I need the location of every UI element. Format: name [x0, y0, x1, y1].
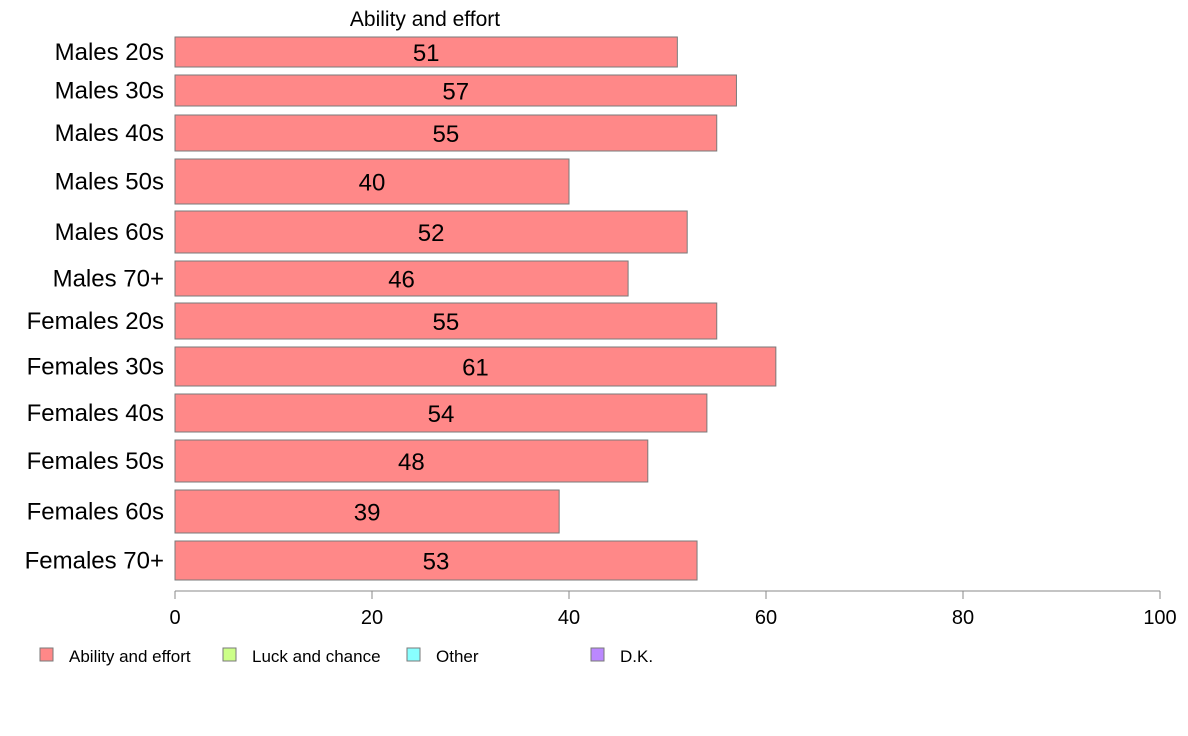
category-label: Females 60s [27, 499, 164, 526]
x-axis: 0 20 40 60 80 100 [169, 590, 1177, 629]
legend-swatch [590, 647, 605, 662]
data-label: 40 [359, 170, 386, 197]
bar-females-30s [174, 346, 777, 387]
bar-males-30s [174, 74, 737, 107]
x-tick-label: 40 [558, 607, 580, 629]
category-label: Males 20s [55, 39, 164, 66]
data-label: 57 [442, 79, 469, 106]
bar-females-40s [174, 393, 708, 433]
bar-males-20s [174, 36, 678, 68]
category-label: Females 50s [27, 448, 164, 475]
category-label: Females 70+ [25, 548, 164, 575]
data-label: 48 [398, 449, 425, 476]
legend: Ability and effort Luck and chance Other D.… [39, 647, 653, 666]
category-label: Females 30s [27, 354, 164, 381]
x-tick-label: 0 [169, 607, 180, 629]
legend-swatch [222, 647, 237, 662]
data-label: 46 [388, 267, 415, 294]
category-label: Males 70+ [53, 266, 164, 293]
x-tick-label: 80 [952, 607, 974, 629]
bar-males-50s [174, 158, 570, 205]
data-label: 52 [418, 220, 445, 247]
x-tick-label: 100 [1143, 607, 1176, 629]
data-label: 55 [433, 309, 460, 336]
category-label: Females 40s [27, 400, 164, 427]
bar-females-60s [174, 489, 560, 534]
data-label: 61 [462, 355, 489, 382]
legend-label: Luck and chance [252, 647, 381, 666]
bar-females-70 [174, 540, 698, 581]
data-label: 55 [433, 121, 460, 148]
data-label: 53 [423, 549, 450, 576]
legend-label: Other [436, 647, 479, 666]
bars-layer: Males 20s 51 Males 30s 57 Males 40s 55 Males 5… [25, 36, 777, 581]
legend-label: D.K. [620, 647, 653, 666]
data-label: 51 [413, 40, 440, 67]
legend-swatch [39, 647, 54, 662]
legend-swatch [406, 647, 421, 662]
bar-females-50s [174, 439, 649, 483]
category-label: Males 50s [55, 169, 164, 196]
x-tick-label: 60 [755, 607, 777, 629]
category-label: Males 60s [55, 219, 164, 246]
data-label: 39 [354, 500, 381, 527]
chart-title: Ability and effort [350, 8, 500, 31]
category-label: Males 40s [55, 120, 164, 147]
bar-males-40s [174, 114, 718, 152]
category-label: Males 30s [55, 78, 164, 105]
data-label: 54 [428, 401, 455, 428]
category-label: Females 20s [27, 308, 164, 335]
legend-label: Ability and effort [69, 647, 191, 666]
bar-males-70 [174, 260, 629, 297]
bar-males-60s [174, 210, 688, 254]
x-tick-label: 20 [361, 607, 383, 629]
bar-females-20s [174, 302, 718, 340]
